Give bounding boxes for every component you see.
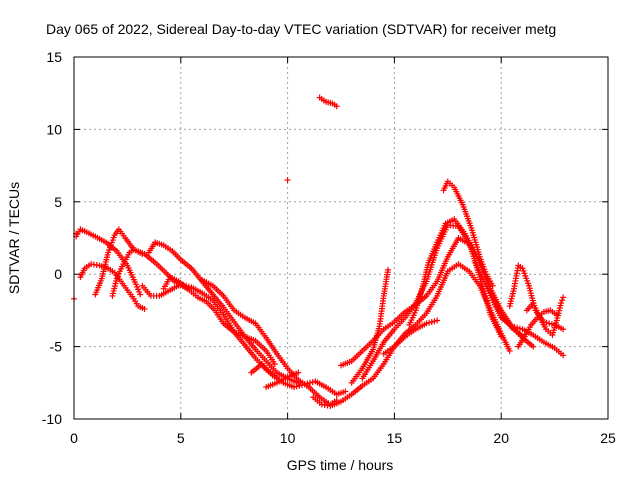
y-tick-label: 5 <box>54 194 62 210</box>
x-tick-label: 25 <box>600 430 616 446</box>
y-tick-label: -10 <box>42 411 62 427</box>
data-point <box>299 381 306 388</box>
chart-title: Day 065 of 2022, Sidereal Day-to-day VTE… <box>46 21 556 37</box>
data-point <box>141 305 148 312</box>
x-axis-label: GPS time / hours <box>287 457 394 473</box>
data-point <box>295 369 302 376</box>
y-tick-label: 10 <box>46 121 62 137</box>
data-point <box>560 352 567 359</box>
data-point <box>384 266 391 273</box>
y-tick-label: -5 <box>50 339 63 355</box>
y-axis-label: SDTVAR / TECUs <box>6 182 22 294</box>
data-point <box>284 177 291 184</box>
data-point <box>506 347 513 354</box>
data-point <box>301 381 308 388</box>
data-point <box>516 325 523 332</box>
data-point <box>558 300 565 307</box>
plot-frame <box>73 56 609 420</box>
y-tick-label: 0 <box>54 266 62 282</box>
y-tick-label: 15 <box>46 49 62 65</box>
data-point <box>560 294 567 301</box>
data-point <box>296 382 303 389</box>
data-point <box>548 321 555 328</box>
data-point <box>559 297 566 304</box>
data-point <box>333 103 340 110</box>
data-point <box>291 384 298 391</box>
x-tick-labels: 0 5 10 15 20 25 <box>70 430 616 446</box>
data-point <box>508 323 515 330</box>
data-point <box>304 380 311 387</box>
data-point <box>426 319 433 326</box>
x-tick-label: 15 <box>387 430 403 446</box>
data-point <box>431 318 438 325</box>
data-point <box>139 250 146 257</box>
y-tick-labels: -10 -5 0 5 10 15 <box>42 49 62 427</box>
data-point <box>514 324 521 331</box>
data-point <box>423 320 430 327</box>
data-points <box>71 94 567 409</box>
x-tick-label: 5 <box>177 430 185 446</box>
data-point <box>489 282 496 289</box>
data-point <box>342 388 349 395</box>
data-point <box>511 324 518 331</box>
data-point <box>498 333 505 340</box>
data-point <box>293 383 300 390</box>
data-point <box>530 343 537 350</box>
data-point <box>428 318 435 325</box>
x-tick-label: 20 <box>493 430 509 446</box>
data-point <box>553 311 560 318</box>
data-point <box>137 291 144 298</box>
x-tick-label: 0 <box>70 430 78 446</box>
data-point <box>546 320 553 327</box>
data-point <box>560 326 567 333</box>
data-point <box>307 379 314 386</box>
data-point <box>434 317 441 324</box>
x-tick-label: 10 <box>280 430 296 446</box>
data-point <box>271 360 278 367</box>
